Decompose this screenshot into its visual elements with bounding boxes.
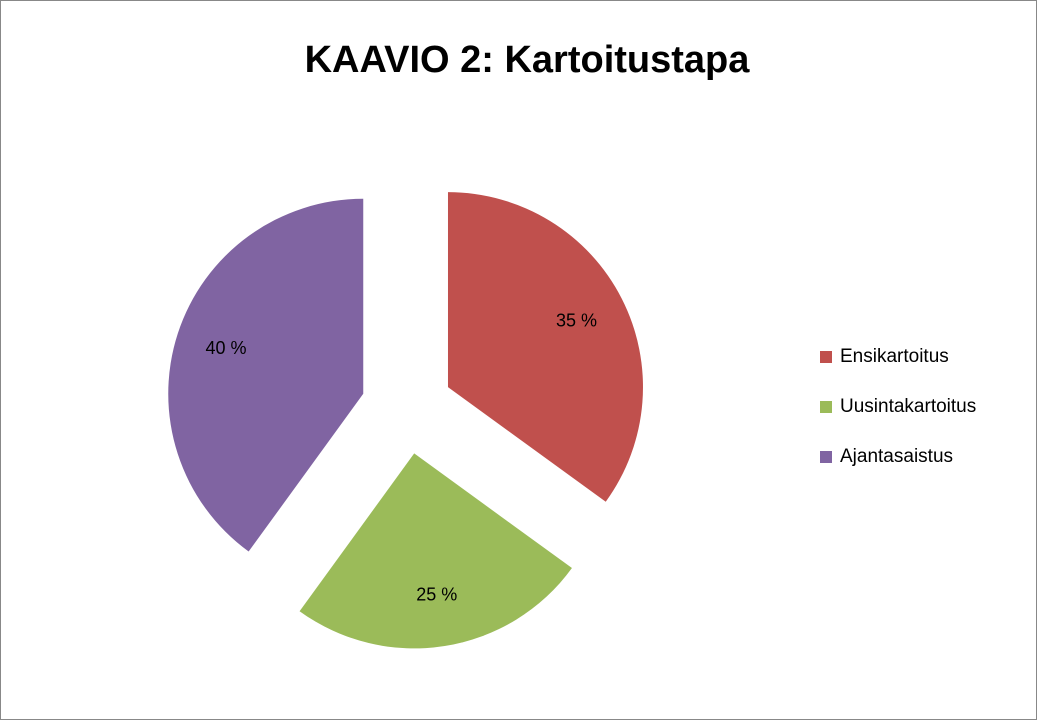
pie-slice <box>447 192 643 502</box>
data-label: 25 % <box>416 585 457 605</box>
legend-label: Ajantasaistus <box>840 446 953 467</box>
legend-swatch <box>820 351 832 363</box>
pie-slice <box>299 453 572 649</box>
legend-label: Ensikartoitus <box>840 346 949 367</box>
pie-slice <box>168 198 364 552</box>
data-label: 35 % <box>556 310 597 330</box>
data-label: 40 % <box>205 338 246 358</box>
chart-title: KAAVIO 2: Kartoitustapa <box>305 39 751 81</box>
legend-swatch <box>820 401 832 413</box>
legend-label: Uusintakartoitus <box>840 396 976 417</box>
legend-swatch <box>820 451 832 463</box>
